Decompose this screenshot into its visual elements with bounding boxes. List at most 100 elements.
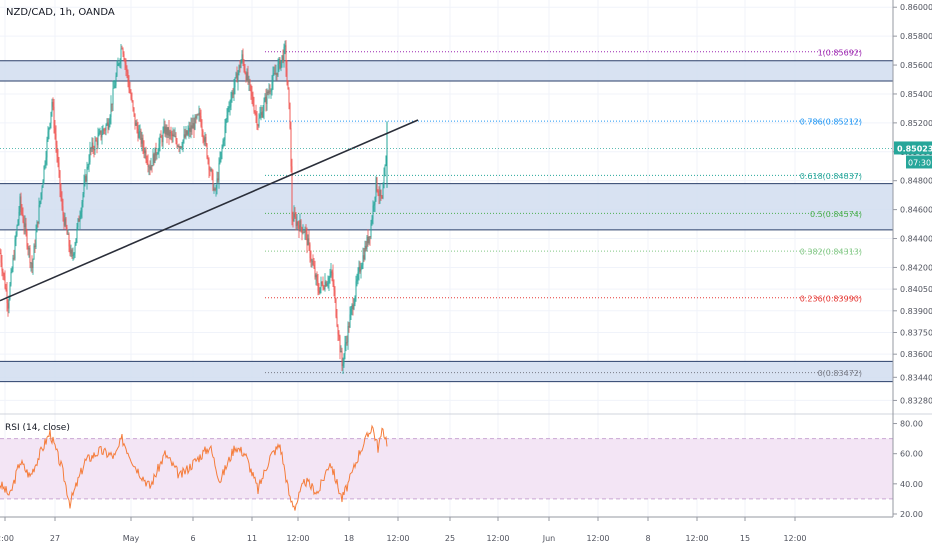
candle-body[interactable] <box>294 214 295 221</box>
candle-body[interactable] <box>119 64 120 65</box>
candle-body[interactable] <box>158 152 159 154</box>
candle-body[interactable] <box>114 88 115 89</box>
candle-body[interactable] <box>20 196 21 211</box>
candle-body[interactable] <box>97 141 98 145</box>
candle-body[interactable] <box>105 130 106 131</box>
candle-body[interactable] <box>323 284 324 288</box>
candle-body[interactable] <box>129 81 130 90</box>
candle-body[interactable] <box>146 151 147 160</box>
candle-body[interactable] <box>90 148 91 162</box>
candle-body[interactable] <box>226 119 227 125</box>
candle-body[interactable] <box>57 145 58 156</box>
candle-body[interactable] <box>165 126 166 134</box>
candle-body[interactable] <box>301 220 302 227</box>
candle-body[interactable] <box>330 276 331 278</box>
candle-body[interactable] <box>361 269 362 272</box>
candle-body[interactable] <box>39 205 40 223</box>
candle-body[interactable] <box>324 288 325 289</box>
candle-body[interactable] <box>21 196 22 207</box>
candle-body[interactable] <box>245 69 246 73</box>
candle-body[interactable] <box>35 246 36 247</box>
candle-body[interactable] <box>348 326 349 342</box>
candle-body[interactable] <box>186 131 187 138</box>
candle-body[interactable] <box>52 102 53 112</box>
candle-body[interactable] <box>46 157 47 164</box>
candle-body[interactable] <box>7 290 8 303</box>
candle-body[interactable] <box>24 222 25 227</box>
candle-body[interactable] <box>80 217 81 222</box>
candle-body[interactable] <box>379 194 380 195</box>
candle-body[interactable] <box>274 73 275 74</box>
candle-body[interactable] <box>142 138 143 144</box>
candle-body[interactable] <box>341 351 342 352</box>
candle-body[interactable] <box>183 140 184 147</box>
candle-body[interactable] <box>230 106 231 107</box>
candle-body[interactable] <box>368 237 369 243</box>
candle-body[interactable] <box>152 165 153 166</box>
candle-body[interactable] <box>307 232 308 246</box>
candle-body[interactable] <box>131 93 132 99</box>
candle-body[interactable] <box>295 214 296 217</box>
candle-body[interactable] <box>331 271 332 275</box>
candle-body[interactable] <box>306 229 307 232</box>
candle-body[interactable] <box>214 189 215 190</box>
candle-body[interactable] <box>12 269 13 272</box>
candle-body[interactable] <box>63 206 64 215</box>
candle-body[interactable] <box>291 128 292 166</box>
candle-body[interactable] <box>225 126 226 140</box>
candle-body[interactable] <box>56 134 57 145</box>
candle-body[interactable] <box>372 219 373 223</box>
candle-body[interactable] <box>50 123 51 128</box>
candle-body[interactable] <box>153 154 154 166</box>
candle-body[interactable] <box>371 223 372 237</box>
candle-body[interactable] <box>321 282 322 288</box>
candle-body[interactable] <box>383 188 384 198</box>
candle-body[interactable] <box>308 238 309 245</box>
candle-body[interactable] <box>98 136 99 146</box>
candle-body[interactable] <box>340 336 341 352</box>
candle-body[interactable] <box>106 125 107 130</box>
candle-body[interactable] <box>19 212 20 220</box>
candle-body[interactable] <box>173 135 174 136</box>
candle-body[interactable] <box>355 296 356 303</box>
candle-body[interactable] <box>161 136 162 137</box>
candle-body[interactable] <box>122 49 123 50</box>
candle-body[interactable] <box>179 146 180 148</box>
candle-body[interactable] <box>160 136 161 143</box>
candle-body[interactable] <box>177 141 178 146</box>
candle-body[interactable] <box>65 218 66 225</box>
candle-body[interactable] <box>25 223 26 227</box>
candle-body[interactable] <box>229 108 230 109</box>
candle-body[interactable] <box>84 183 85 194</box>
candle-body[interactable] <box>101 131 102 138</box>
candle-body[interactable] <box>382 197 383 199</box>
candle-body[interactable] <box>251 85 252 92</box>
candle-body[interactable] <box>27 232 28 247</box>
candle-body[interactable] <box>150 167 151 170</box>
candle-body[interactable] <box>144 147 145 153</box>
candle-body[interactable] <box>8 303 9 308</box>
candle-body[interactable] <box>157 154 158 155</box>
candle-body[interactable] <box>296 217 297 226</box>
candle-body[interactable] <box>74 254 75 256</box>
candle-body[interactable] <box>70 246 71 253</box>
candle-body[interactable] <box>77 227 78 238</box>
candle-body[interactable] <box>9 299 10 308</box>
candle-body[interactable] <box>217 178 218 188</box>
candle-body[interactable] <box>145 151 146 154</box>
candle-body[interactable] <box>318 281 319 291</box>
candle-body[interactable] <box>30 248 31 263</box>
candle-body[interactable] <box>125 61 126 63</box>
candle-body[interactable] <box>224 140 225 141</box>
candle-body[interactable] <box>254 104 255 111</box>
candle-body[interactable] <box>72 250 73 256</box>
candle-body[interactable] <box>375 197 376 205</box>
candle-body[interactable] <box>300 220 301 231</box>
candle-body[interactable] <box>34 246 35 260</box>
candle-body[interactable] <box>66 218 67 227</box>
candle-body[interactable] <box>169 127 170 136</box>
candle-body[interactable] <box>319 291 320 293</box>
candle-body[interactable] <box>132 98 133 100</box>
